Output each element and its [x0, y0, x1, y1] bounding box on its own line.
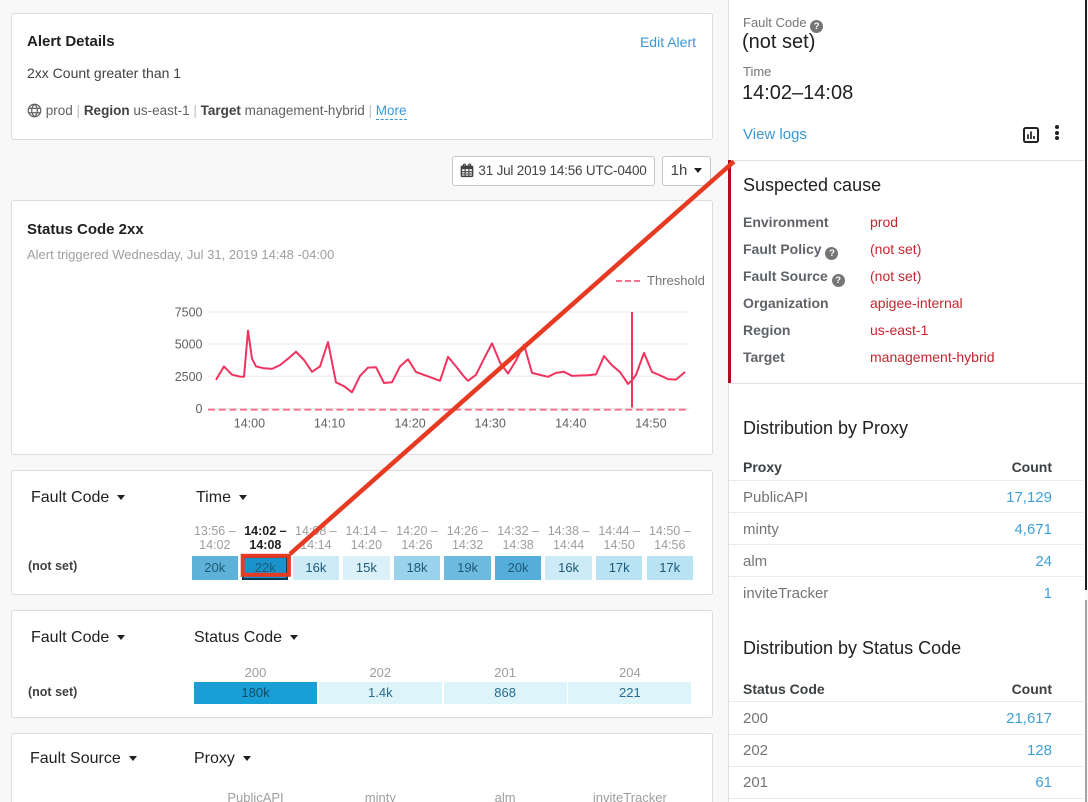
svg-text:14:10: 14:10 [314, 417, 345, 431]
svg-text:14:00: 14:00 [234, 417, 265, 431]
svg-text:7500: 7500 [175, 306, 203, 320]
svg-text:0: 0 [196, 402, 203, 416]
svg-text:14:30: 14:30 [475, 417, 506, 431]
svg-text:14:40: 14:40 [555, 417, 586, 431]
svg-text:14:50: 14:50 [635, 417, 666, 431]
svg-text:14:20: 14:20 [394, 417, 425, 431]
svg-text:2500: 2500 [175, 370, 203, 384]
svg-text:5000: 5000 [175, 338, 203, 352]
svg-text:Threshold: Threshold [647, 273, 705, 288]
